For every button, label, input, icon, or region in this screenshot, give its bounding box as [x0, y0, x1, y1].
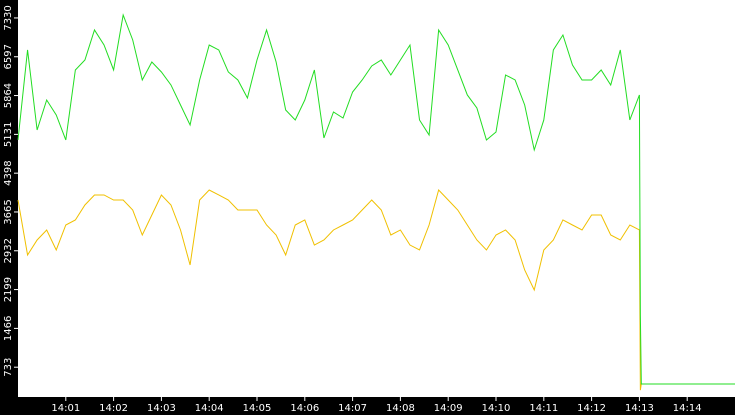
y-tick-label: 4398: [3, 160, 14, 185]
x-tick-label: 14:10: [482, 403, 511, 414]
x-tick-label: 14:04: [195, 403, 224, 414]
x-tick-label: 14:13: [625, 403, 654, 414]
y-tick-label: 2199: [3, 277, 14, 302]
x-tick-label: 14:03: [147, 403, 176, 414]
x-tick-label: 14:12: [577, 403, 606, 414]
x-tick-label: 14:01: [51, 403, 80, 414]
x-tick-label: 14:11: [529, 403, 558, 414]
y-tick-label: 5864: [3, 83, 14, 108]
y-tick-label: 2932: [3, 238, 14, 263]
x-tick-label: 14:07: [338, 403, 367, 414]
x-tick-label: 14:02: [99, 403, 128, 414]
series-line: [17, 189, 735, 391]
y-tick-label: 1466: [3, 316, 14, 341]
series-line: [17, 13, 735, 385]
y-tick-label: 7330: [3, 5, 14, 30]
x-tick-label: 14:08: [386, 403, 415, 414]
y-tick-label: 3665: [3, 199, 14, 224]
y-tick-label: 6597: [3, 44, 14, 69]
y-tick-label: 733: [3, 358, 14, 377]
x-tick-label: 14:09: [434, 403, 463, 414]
x-tick-label: 14:05: [243, 403, 272, 414]
x-tick-label: 14:06: [290, 403, 319, 414]
plot-area: [18, 0, 735, 397]
x-tick-label: 14:14: [673, 403, 702, 414]
y-tick-label: 5131: [3, 122, 14, 147]
